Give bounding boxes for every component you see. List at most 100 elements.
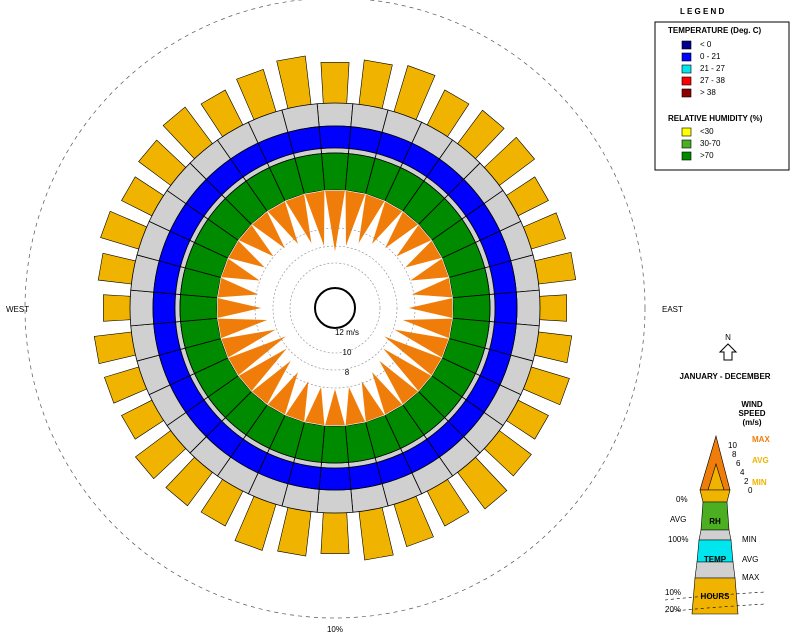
key-label: AVG — [670, 515, 686, 524]
key-label: AVG — [742, 555, 758, 564]
west-label: WEST — [6, 305, 29, 314]
legend-swatch — [681, 52, 692, 62]
legend-swatch — [681, 127, 692, 137]
temp-band — [316, 488, 354, 514]
hours-bar — [234, 495, 277, 551]
speed-spike — [284, 379, 310, 423]
speed-spike — [407, 297, 453, 319]
speed-spike — [360, 379, 386, 423]
key-speed-tick: 2 — [744, 477, 749, 486]
key-title: (m/s) — [742, 418, 761, 427]
rh-segment — [321, 425, 349, 464]
legend-title: L E G E N D — [680, 7, 725, 16]
hours-bar — [277, 507, 312, 557]
speed-label: 8 — [345, 368, 350, 377]
key-avg: AVG — [752, 456, 769, 465]
speed-spike — [344, 190, 366, 248]
temp-segment — [152, 291, 177, 325]
temp-band — [316, 102, 354, 128]
legend-label: 0 - 21 — [700, 52, 721, 61]
north-arrow — [718, 343, 738, 361]
speed-spike — [403, 239, 443, 269]
hours-bar — [393, 65, 436, 121]
speed-spike — [378, 359, 419, 406]
speed-spike — [284, 193, 313, 245]
speed-label: 10 — [343, 348, 352, 357]
hours-bar — [97, 252, 136, 285]
hours-bar — [320, 62, 350, 104]
key-speed-tick: 4 — [740, 468, 745, 477]
speed-spike — [237, 224, 276, 258]
hours-bar — [103, 294, 131, 322]
temp-segment — [318, 466, 352, 491]
hours-bar — [276, 55, 312, 109]
key-hours — [691, 577, 739, 615]
temp-segment — [493, 291, 518, 325]
key-title: WIND — [741, 400, 763, 409]
speed-spike — [266, 200, 299, 246]
speed-spike — [357, 193, 386, 245]
legend-items: < 0 0 - 21 21 - 27 27 - 38 > 38 <30 30-70 >70 — [681, 40, 725, 161]
speed-spike — [304, 190, 326, 248]
speed-spike — [371, 200, 404, 246]
outer-label: 10% — [327, 625, 343, 634]
speed-spike — [394, 224, 433, 258]
wheel: 12 m/s 10 8 — [24, 0, 646, 619]
hours-bar — [522, 366, 570, 406]
legend-swatch — [681, 76, 692, 86]
hours-bar — [236, 68, 277, 121]
legend-label: <30 — [700, 127, 714, 136]
hours-bar — [393, 495, 434, 548]
speed-ring — [254, 227, 416, 389]
legend-label: 21 - 27 — [700, 64, 725, 73]
rh-segment — [321, 152, 349, 191]
hours-bar — [358, 507, 394, 561]
speed-spike — [251, 210, 286, 250]
speed-spike — [382, 335, 443, 377]
temp-band — [129, 289, 155, 327]
key-rh-band — [698, 529, 732, 541]
hours-bar — [539, 294, 567, 322]
key-label: HOURS — [701, 592, 731, 601]
speed-spike — [401, 317, 453, 339]
speed-spike — [220, 257, 262, 282]
speed-spike — [251, 359, 292, 406]
key-speed-tick: 6 — [736, 459, 741, 468]
legend-swatch — [681, 139, 692, 149]
key-speed-tick: 8 — [732, 450, 737, 459]
key-dash — [664, 591, 766, 613]
speed-spike — [324, 190, 346, 254]
temp-segment — [318, 125, 352, 150]
key-min: MIN — [752, 478, 767, 487]
speed-spike — [227, 335, 288, 377]
key-label: TEMP — [704, 555, 727, 564]
temperature-title: TEMPERATURE (Deg. C) — [668, 26, 762, 35]
legend-label: > 38 — [700, 88, 716, 97]
speed-spike — [392, 328, 450, 359]
center-circle — [314, 287, 356, 329]
key-max: MAX — [752, 435, 770, 444]
key-label: RH — [709, 517, 721, 526]
key-label: 10% — [665, 588, 681, 597]
legend-label: 30-70 — [700, 139, 721, 148]
speed-spike — [408, 257, 450, 282]
legend-label: 27 - 38 — [700, 76, 725, 85]
hours-bar — [534, 251, 577, 285]
speed-label: 12 m/s — [335, 328, 359, 337]
legend-box — [654, 21, 790, 171]
key-speed-tick: 0 — [748, 486, 753, 495]
key-title: SPEED — [738, 409, 765, 418]
speed-spike — [237, 347, 289, 392]
speed-spike — [227, 239, 267, 269]
speed-spike — [266, 370, 299, 416]
wind-key: WIND SPEED (m/s) MAX AVG MIN 0% RH AVG M… — [664, 400, 770, 615]
legend-swatch — [681, 64, 692, 74]
key-label: MIN — [742, 535, 757, 544]
speed-spike — [371, 370, 404, 416]
speed-spike — [220, 328, 278, 359]
speed-spike — [381, 347, 433, 392]
key-base — [699, 489, 731, 503]
period: JANUARY - DECEMBER — [679, 372, 770, 381]
speed-ring — [272, 245, 398, 371]
hours-bar — [358, 59, 393, 109]
